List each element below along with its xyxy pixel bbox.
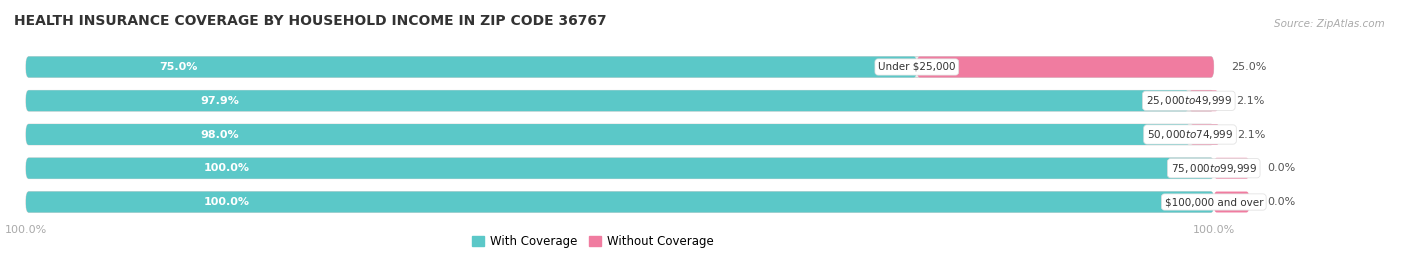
FancyBboxPatch shape [25, 192, 1213, 213]
Text: 97.9%: 97.9% [201, 96, 239, 106]
FancyBboxPatch shape [1213, 158, 1250, 179]
FancyBboxPatch shape [1213, 192, 1250, 213]
Text: 0.0%: 0.0% [1267, 163, 1295, 173]
FancyBboxPatch shape [1189, 124, 1220, 145]
Text: 25.0%: 25.0% [1232, 62, 1267, 72]
Text: $25,000 to $49,999: $25,000 to $49,999 [1146, 94, 1232, 107]
FancyBboxPatch shape [25, 56, 917, 77]
Text: 0.0%: 0.0% [1267, 197, 1295, 207]
FancyBboxPatch shape [25, 124, 1213, 145]
Text: HEALTH INSURANCE COVERAGE BY HOUSEHOLD INCOME IN ZIP CODE 36767: HEALTH INSURANCE COVERAGE BY HOUSEHOLD I… [14, 14, 606, 28]
Text: $50,000 to $74,999: $50,000 to $74,999 [1147, 128, 1233, 141]
Text: $75,000 to $99,999: $75,000 to $99,999 [1171, 162, 1257, 175]
Text: 98.0%: 98.0% [201, 129, 239, 140]
FancyBboxPatch shape [1189, 90, 1219, 111]
Text: 2.1%: 2.1% [1237, 129, 1265, 140]
Text: 100.0%: 100.0% [204, 163, 250, 173]
Text: 75.0%: 75.0% [159, 62, 198, 72]
Text: 2.1%: 2.1% [1236, 96, 1265, 106]
Text: $100,000 and over: $100,000 and over [1164, 197, 1263, 207]
Legend: With Coverage, Without Coverage: With Coverage, Without Coverage [467, 230, 718, 253]
FancyBboxPatch shape [25, 124, 1189, 145]
FancyBboxPatch shape [25, 158, 1213, 179]
FancyBboxPatch shape [25, 192, 1213, 213]
FancyBboxPatch shape [25, 56, 1213, 77]
Text: Source: ZipAtlas.com: Source: ZipAtlas.com [1274, 19, 1385, 29]
Text: 100.0%: 100.0% [204, 197, 250, 207]
FancyBboxPatch shape [25, 158, 1213, 179]
FancyBboxPatch shape [25, 90, 1189, 111]
FancyBboxPatch shape [25, 90, 1213, 111]
FancyBboxPatch shape [917, 56, 1213, 77]
Text: Under $25,000: Under $25,000 [879, 62, 956, 72]
